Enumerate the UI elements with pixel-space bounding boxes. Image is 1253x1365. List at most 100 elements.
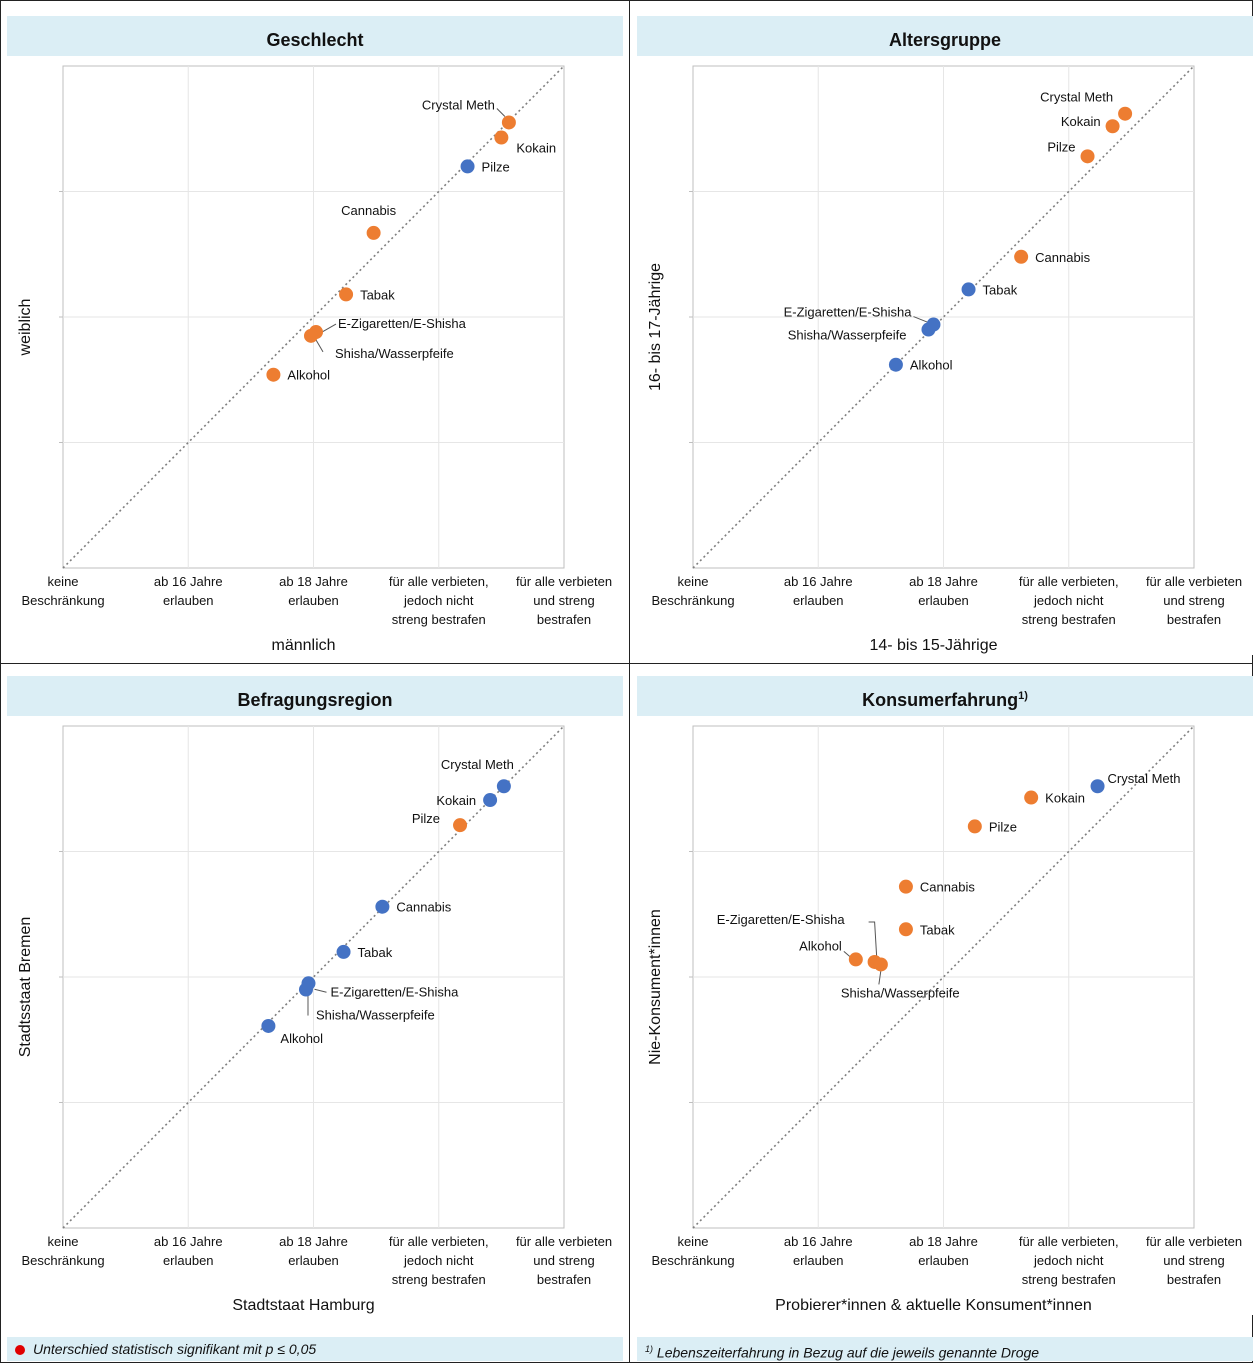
x-tick-label: für alle verbieten, jedoch nicht streng be… bbox=[389, 1234, 489, 1287]
x-tick-label: für alle verbieten und streng bestrafen bbox=[516, 1234, 612, 1287]
data-point bbox=[1090, 779, 1105, 794]
data-point bbox=[967, 819, 982, 834]
x-tick-label: für alle verbieten und streng bestrafen bbox=[1146, 1234, 1242, 1287]
diagonal-reference-line bbox=[692, 65, 1195, 569]
x-tick-label: ab 16 Jahre erlauben bbox=[154, 1234, 223, 1268]
chart-title: Geschlecht bbox=[266, 30, 364, 50]
x-tick-label: ab 16 Jahre erlauben bbox=[784, 1234, 853, 1268]
scatter-plot: keine Beschränkung ab 16 Jahre erlauben ab 1… bbox=[647, 725, 1242, 1314]
data-point bbox=[898, 922, 913, 937]
data-point-label: Tabak bbox=[920, 922, 955, 937]
scatter-plot: keine Beschränkung ab 16 Jahre erlauben ab 1… bbox=[17, 725, 612, 1314]
x-tick-label: für alle verbieten und streng bestrafen bbox=[516, 574, 612, 627]
y-axis-label: weiblich bbox=[17, 299, 34, 357]
data-point-label: Pilze bbox=[412, 811, 440, 826]
x-tick-label: für alle verbieten, jedoch nicht streng be… bbox=[1019, 574, 1119, 627]
diagonal-reference-line bbox=[62, 725, 565, 1229]
data-point bbox=[366, 225, 381, 240]
data-point bbox=[336, 944, 351, 959]
data-point bbox=[921, 322, 936, 337]
data-point-label: Kokain bbox=[1045, 791, 1085, 806]
x-tick-label: für alle verbieten und streng bestrafen bbox=[1146, 574, 1242, 627]
data-point bbox=[1080, 149, 1095, 164]
data-point-label: Kokain bbox=[516, 141, 556, 156]
data-point bbox=[1118, 106, 1133, 121]
data-point-label: Tabak bbox=[358, 945, 393, 960]
label-leader-line bbox=[321, 323, 337, 333]
data-point bbox=[873, 957, 888, 972]
y-axis-label: Nie-Konsument*innen bbox=[647, 909, 664, 1065]
data-point-label: Alkohol bbox=[287, 368, 330, 383]
data-point-label: Shisha/Wasserpfeife bbox=[788, 328, 907, 343]
footer-footnote: 1) Lebenszeiterfahrung in Bezug auf die … bbox=[637, 1337, 1253, 1361]
data-point bbox=[494, 130, 509, 145]
data-point-label: Cannabis bbox=[341, 203, 396, 218]
data-point-label: Shisha/Wasserpfeife bbox=[335, 346, 454, 361]
data-point-label: Pilze bbox=[482, 159, 510, 174]
y-axis-label: Stadtsstaat Bremen bbox=[17, 917, 34, 1058]
data-point bbox=[339, 287, 354, 302]
data-point bbox=[261, 1018, 276, 1033]
x-tick-label: ab 16 Jahre erlauben bbox=[154, 574, 223, 608]
data-point bbox=[453, 818, 468, 833]
data-point bbox=[1105, 119, 1120, 134]
data-point-label: E-Zigaretten/E-Shisha bbox=[330, 984, 459, 999]
data-point-label: Cannabis bbox=[920, 880, 975, 895]
diagonal-reference-line bbox=[62, 65, 565, 569]
data-point-label: Alkohol bbox=[280, 1031, 323, 1046]
x-axis-label: männlich bbox=[271, 637, 335, 654]
data-point bbox=[898, 879, 913, 894]
significance-dot-icon bbox=[15, 1345, 25, 1356]
data-point bbox=[1024, 790, 1039, 805]
panel-divider-vertical bbox=[629, 0, 630, 1362]
data-point-label: Crystal Meth bbox=[441, 757, 514, 772]
data-point-label: Kokain bbox=[436, 793, 476, 808]
data-point-label: Crystal Meth bbox=[1108, 771, 1181, 786]
chart-panel-altersgruppe: Altersgruppe keine Beschränkung ab 16 Jahr… bbox=[637, 16, 1253, 655]
x-tick-label: keine Beschränkung bbox=[21, 1234, 104, 1268]
x-axis-label: Probierer*innen & aktuelle Konsument*inn… bbox=[775, 1297, 1092, 1314]
chart-panel-geschlecht: Geschlecht keine Beschränkung ab 16 Jahre e… bbox=[7, 16, 623, 655]
x-tick-label: für alle verbieten, jedoch nicht streng be… bbox=[389, 574, 489, 627]
chart-panel-befragungsregion: Befragungsregion keine Beschränkung ab 16 … bbox=[7, 676, 623, 1315]
x-tick-label: ab 18 Jahre erlauben bbox=[279, 574, 348, 608]
data-point-label: Cannabis bbox=[1035, 250, 1090, 265]
data-point-label: E-Zigaretten/E-Shisha bbox=[717, 912, 846, 927]
label-leader-line bbox=[868, 921, 878, 956]
data-point bbox=[303, 328, 318, 343]
data-point-label: Cannabis bbox=[396, 900, 451, 915]
x-tick-label: ab 18 Jahre erlauben bbox=[909, 574, 978, 608]
chart-title: Befragungsregion bbox=[237, 690, 393, 710]
x-tick-label: für alle verbieten, jedoch nicht streng be… bbox=[1019, 1234, 1119, 1287]
y-axis-label: 16- bis 17-Jährige bbox=[647, 263, 664, 391]
data-point-label: E-Zigaretten/E-Shisha bbox=[338, 316, 467, 331]
chart-title: Konsumerfahrung1) bbox=[862, 690, 1028, 710]
data-point bbox=[375, 899, 390, 914]
data-point-label: Pilze bbox=[989, 819, 1017, 834]
data-point-label: Tabak bbox=[360, 287, 395, 302]
data-point bbox=[1014, 249, 1029, 264]
x-tick-label: keine Beschränkung bbox=[651, 1234, 734, 1268]
data-point bbox=[961, 282, 976, 297]
data-point-label: Alkohol bbox=[910, 358, 953, 373]
data-point-label: Crystal Meth bbox=[1040, 90, 1113, 105]
data-point-label: Crystal Meth bbox=[422, 97, 495, 112]
data-point-label: Shisha/Wasserpfeife bbox=[841, 985, 960, 1000]
x-tick-label: ab 16 Jahre erlauben bbox=[784, 574, 853, 608]
data-point bbox=[848, 952, 863, 967]
x-axis-label: Stadtstaat Hamburg bbox=[232, 1297, 374, 1314]
label-leader-line bbox=[314, 988, 327, 993]
data-point bbox=[460, 159, 475, 174]
label-leader-line bbox=[315, 339, 324, 353]
data-point-label: Tabak bbox=[983, 282, 1018, 297]
diagonal-reference-line bbox=[692, 725, 1195, 1229]
data-point-label: E-Zigaretten/E-Shisha bbox=[784, 305, 913, 320]
footer-significance-legend: Unterschied statistisch signifikant mit … bbox=[7, 1337, 623, 1361]
x-tick-label: keine Beschränkung bbox=[651, 574, 734, 608]
panel-divider-horizontal bbox=[0, 663, 1253, 664]
label-leader-line bbox=[496, 108, 506, 117]
x-axis-label: 14- bis 15-Jährige bbox=[869, 637, 997, 654]
data-point bbox=[483, 793, 498, 808]
x-tick-label: keine Beschränkung bbox=[21, 574, 104, 608]
data-point bbox=[496, 779, 511, 794]
